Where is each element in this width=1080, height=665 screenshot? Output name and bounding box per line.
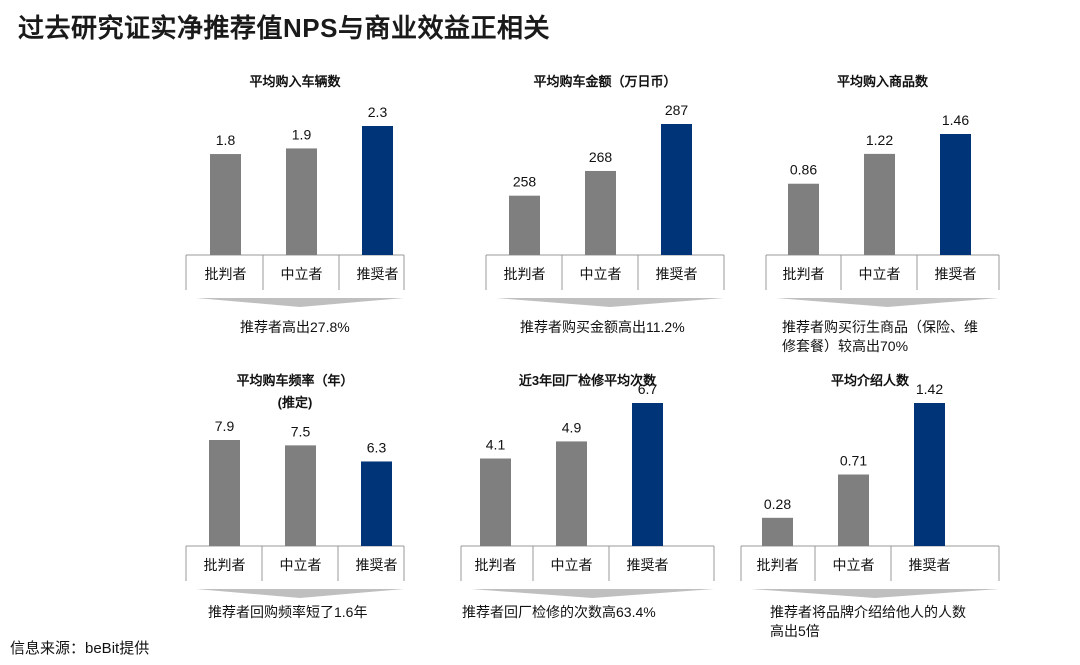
chart-caption: 推荐者高出27.8%: [240, 318, 350, 337]
chart-caption: 推荐者回购频率短了1.6年: [208, 603, 367, 622]
data-label: 0.28: [764, 496, 791, 512]
caption-line: 高出5倍: [770, 623, 820, 639]
chart-caption: 推荐者购买金额高出11.2%: [520, 318, 685, 337]
caption-line: 推荐者回购频率短了1.6年: [208, 604, 368, 620]
chart-caption: 推荐者回厂检修的次数高63.4%: [462, 603, 656, 622]
summary-arrow: [751, 589, 999, 598]
category-label: 中立者: [833, 557, 875, 573]
chart-caption: 推荐者购买衍生商品（保险、维 修套餐）较高出70%: [782, 318, 978, 356]
category-label: 批判者: [757, 557, 799, 573]
chart-title: 平均购车频率（年）: [236, 373, 354, 388]
bar: [914, 403, 945, 546]
page-title: 过去研究证实净推荐值NPS与商业效益正相关: [18, 13, 550, 43]
bar: [838, 474, 869, 546]
data-label: 0.71: [840, 453, 867, 469]
caption-line: 推荐者回厂检修的次数高63.4%: [462, 604, 656, 620]
chart-title: 平均购入商品数: [836, 74, 928, 89]
caption-line: 推荐者高出27.8%: [240, 319, 350, 335]
chart-title: 平均购入车辆数: [249, 74, 341, 89]
caption-line: 推荐者将品牌介绍给他人的人数: [770, 604, 966, 620]
caption-line: 推荐者购买金额高出11.2%: [520, 319, 685, 335]
chart-title: (推定): [277, 395, 313, 410]
caption-line: 推荐者购买衍生商品（保险、维: [782, 319, 978, 335]
chart-title: 平均购车金额（万日币）: [533, 74, 677, 89]
chart-caption: 推荐者将品牌介绍给他人的人数 高出5倍: [770, 603, 966, 641]
bar: [762, 517, 793, 546]
chart-title: 平均介绍人数: [830, 373, 909, 388]
caption-line: 修套餐）较高出70%: [782, 338, 909, 354]
category-label: 推奨者: [909, 557, 951, 573]
source-note: 信息来源：beBit提供: [10, 640, 150, 657]
chart-title: 近3年回厂检修平均次数: [518, 373, 657, 388]
